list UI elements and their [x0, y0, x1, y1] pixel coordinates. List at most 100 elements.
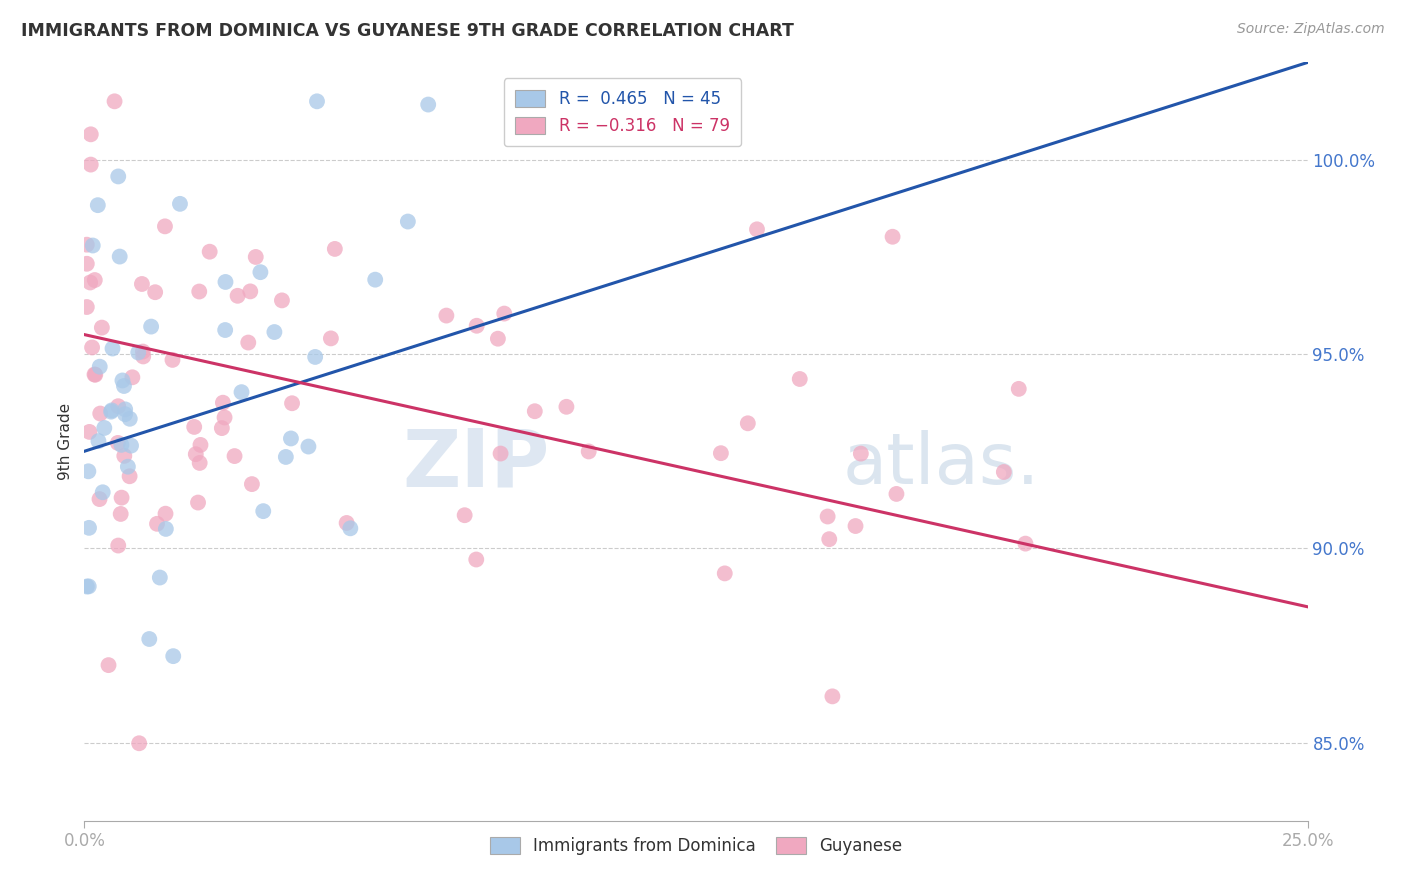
Point: [465, 318, 488, 333]
Point: [489, 446, 512, 460]
Point: [131, 277, 153, 291]
Point: [162, 649, 184, 664]
Point: [110, 491, 132, 505]
Point: [434, 309, 457, 323]
Point: [112, 379, 135, 393]
Point: [93, 421, 115, 435]
Point: [737, 417, 759, 431]
Point: [91, 485, 114, 500]
Point: [187, 495, 209, 509]
Point: [111, 374, 134, 388]
Point: [453, 508, 475, 523]
Point: [89, 492, 111, 507]
Point: [118, 469, 141, 483]
Point: [101, 342, 124, 356]
Point: [97, 658, 120, 673]
Point: [184, 447, 207, 461]
Point: [149, 570, 172, 584]
Point: [155, 507, 177, 521]
Point: [212, 395, 235, 409]
Point: [745, 222, 768, 236]
Point: [555, 400, 578, 414]
Y-axis label: 9th Grade: 9th Grade: [58, 403, 73, 480]
Point: [100, 403, 122, 417]
Point: [76, 237, 98, 252]
Point: [297, 440, 319, 454]
Point: [263, 325, 285, 339]
Point: [993, 465, 1015, 479]
Point: [83, 273, 105, 287]
Point: [1014, 536, 1036, 550]
Point: [112, 449, 135, 463]
Point: [844, 519, 866, 533]
Point: [132, 350, 155, 364]
Point: [271, 293, 294, 308]
Point: [162, 352, 184, 367]
Point: [710, 446, 733, 460]
Point: [146, 516, 169, 531]
Point: [138, 632, 160, 646]
Point: [132, 344, 155, 359]
Point: [114, 407, 136, 421]
Point: [886, 487, 908, 501]
Point: [396, 214, 419, 228]
Point: [80, 128, 103, 142]
Point: [77, 579, 100, 593]
Point: [79, 425, 101, 439]
Point: [117, 459, 139, 474]
Point: [188, 456, 211, 470]
Point: [121, 370, 143, 384]
Point: [87, 434, 110, 448]
Point: [90, 320, 112, 334]
Point: [77, 464, 100, 478]
Text: atlas.: atlas.: [842, 430, 1040, 499]
Point: [214, 275, 236, 289]
Point: [190, 438, 212, 452]
Point: [818, 532, 841, 546]
Point: [304, 350, 326, 364]
Point: [214, 410, 236, 425]
Text: ZIP: ZIP: [402, 425, 550, 503]
Point: [280, 432, 302, 446]
Point: [107, 539, 129, 553]
Point: [319, 331, 342, 345]
Point: [107, 399, 129, 413]
Point: [79, 276, 101, 290]
Point: [143, 285, 166, 300]
Point: [821, 690, 844, 704]
Point: [84, 368, 107, 382]
Point: [364, 273, 387, 287]
Point: [127, 345, 149, 359]
Point: [418, 97, 440, 112]
Point: [578, 444, 600, 458]
Point: [183, 420, 205, 434]
Point: [849, 447, 872, 461]
Point: [82, 238, 104, 252]
Text: Source: ZipAtlas.com: Source: ZipAtlas.com: [1237, 22, 1385, 37]
Point: [231, 385, 253, 400]
Point: [226, 289, 249, 303]
Point: [198, 244, 221, 259]
Point: [494, 307, 516, 321]
Point: [274, 450, 297, 464]
Point: [339, 521, 361, 535]
Point: [305, 95, 328, 109]
Point: [76, 257, 98, 271]
Point: [465, 552, 488, 566]
Point: [252, 504, 274, 518]
Point: [80, 158, 103, 172]
Point: [224, 449, 246, 463]
Point: [110, 438, 132, 452]
Point: [249, 265, 271, 279]
Point: [76, 300, 98, 314]
Point: [107, 169, 129, 184]
Point: [169, 197, 191, 211]
Point: [155, 522, 177, 536]
Point: [523, 404, 546, 418]
Point: [214, 323, 236, 337]
Point: [107, 436, 129, 450]
Point: [103, 95, 125, 109]
Point: [789, 372, 811, 386]
Point: [211, 421, 233, 435]
Point: [486, 332, 509, 346]
